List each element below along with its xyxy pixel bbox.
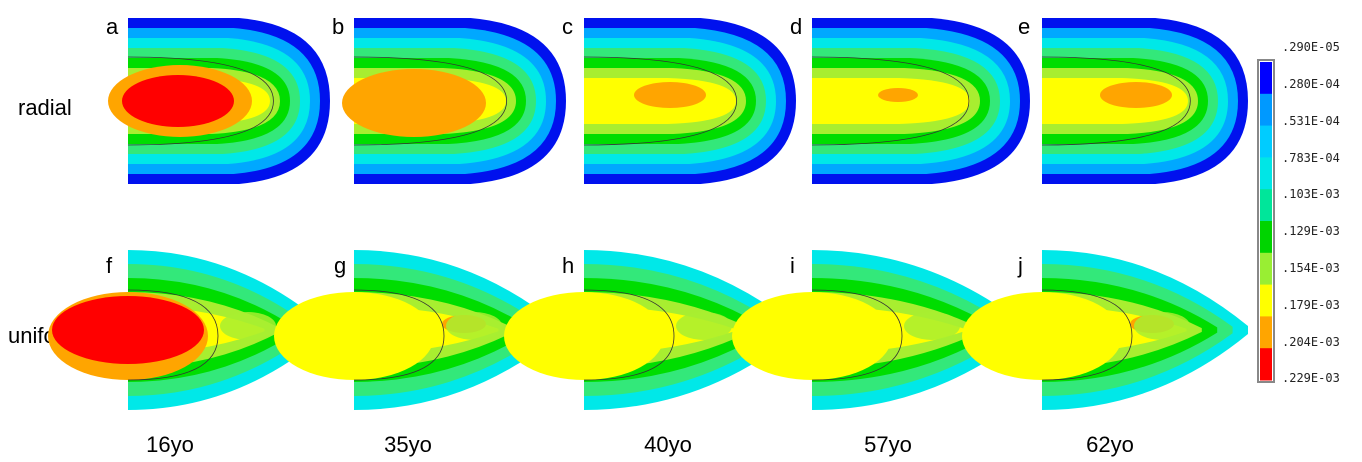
row-label-radial: radial — [18, 95, 72, 120]
legend-label: .290E-05 — [1282, 40, 1340, 54]
legend-label: .783E-04 — [1282, 151, 1340, 165]
panel-letter: j — [1017, 253, 1023, 278]
panel-letter: d — [790, 14, 802, 39]
contour-plots — [48, 18, 1248, 410]
contour-band — [676, 312, 732, 340]
panel-letter: f — [106, 253, 113, 278]
legend-label: .229E-03 — [1282, 371, 1340, 385]
legend-swatch — [1260, 189, 1272, 222]
panel-letter: g — [334, 253, 346, 278]
contour-panel — [732, 250, 1026, 410]
contour-core — [342, 69, 486, 137]
contour-core — [1100, 82, 1172, 108]
panel-letter: a — [106, 14, 119, 39]
color-legend: .290E-05 .280E-04 .531E-04 .783E-04 .103… — [1257, 40, 1340, 385]
contour-band — [504, 292, 664, 380]
interface-line — [353, 56, 508, 146]
contour-panel — [108, 18, 330, 184]
contour-panel — [504, 250, 796, 410]
age-label: 57yo — [864, 432, 912, 457]
legend-swatch — [1260, 316, 1272, 349]
contour-panel — [962, 250, 1248, 410]
legend-swatch — [1260, 125, 1272, 158]
legend-label: .280E-04 — [1282, 77, 1340, 91]
legend-label: .129E-03 — [1282, 224, 1340, 238]
legend-label: .154E-03 — [1282, 261, 1340, 275]
contour-panel — [1041, 18, 1248, 184]
panel-letter: c — [562, 14, 573, 39]
legend-swatch — [1260, 284, 1272, 317]
interface-line — [127, 56, 274, 146]
legend-swatch — [1260, 221, 1272, 254]
legend-label: .179E-03 — [1282, 298, 1340, 312]
legend-swatch — [1260, 157, 1272, 190]
interface-line — [353, 289, 445, 381]
legend-label: .204E-03 — [1282, 335, 1340, 349]
contour-core — [52, 296, 204, 364]
contour-band — [446, 312, 502, 340]
contour-panel — [342, 18, 566, 184]
interface-line — [127, 289, 219, 381]
contour-panel — [48, 250, 326, 410]
age-label: 35yo — [384, 432, 432, 457]
contour-band — [1134, 312, 1190, 340]
panel-letter: i — [790, 253, 795, 278]
contour-band — [904, 312, 960, 340]
legend-label: .103E-03 — [1282, 187, 1340, 201]
panel-letter: b — [332, 14, 344, 39]
contour-band — [220, 312, 276, 340]
contour-band — [962, 292, 1122, 380]
interface-line — [583, 56, 738, 146]
legend-label: .531E-04 — [1282, 114, 1340, 128]
interface-line — [583, 289, 675, 381]
contour-core — [634, 82, 706, 108]
legend-swatch — [1260, 93, 1272, 127]
contour-core — [878, 88, 918, 102]
interface-line — [1041, 56, 1191, 146]
contour-band — [274, 292, 434, 380]
interface-line — [811, 289, 903, 381]
legend-swatch — [1260, 348, 1272, 381]
panel-letter: e — [1018, 14, 1030, 39]
interface-line — [1041, 289, 1133, 381]
contour-band — [732, 292, 892, 380]
legend-swatch — [1260, 62, 1272, 95]
interface-line — [811, 56, 970, 146]
legend-swatch — [1260, 252, 1272, 286]
contour-core — [122, 75, 234, 127]
legend-frame — [1257, 59, 1275, 383]
age-label: 16yo — [146, 432, 194, 457]
legend-swatches — [1260, 62, 1272, 381]
age-label: 62yo — [1086, 432, 1134, 457]
age-label: 40yo — [644, 432, 692, 457]
contour-panel — [274, 250, 560, 410]
panel-letter: h — [562, 253, 574, 278]
contour-panel — [583, 18, 796, 184]
contour-panel — [811, 18, 1030, 184]
